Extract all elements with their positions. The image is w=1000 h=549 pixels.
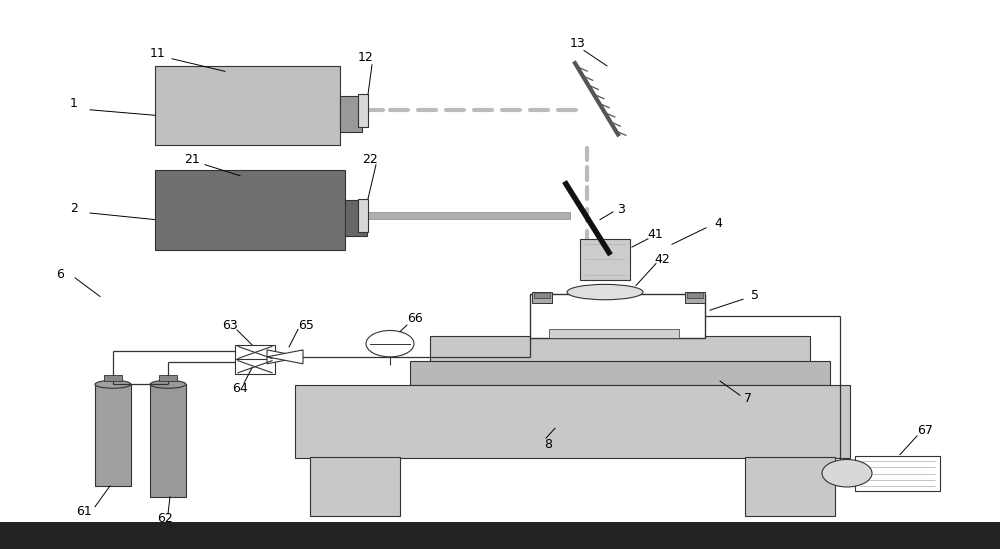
Text: 13: 13 (570, 37, 586, 51)
Text: 21: 21 (184, 153, 200, 166)
Circle shape (822, 460, 872, 487)
Bar (104, 376, 122, 382)
Bar (530, 294, 705, 338)
Text: 2: 2 (70, 202, 78, 215)
Text: 5: 5 (751, 289, 759, 302)
Bar (155, 66, 340, 145)
Ellipse shape (567, 284, 643, 300)
Bar (687, 293, 703, 298)
Bar (150, 384, 186, 497)
Text: 65: 65 (298, 318, 314, 332)
Bar (310, 457, 400, 516)
Text: 1: 1 (70, 97, 78, 110)
Bar (410, 361, 830, 385)
Bar (362, 211, 570, 219)
Bar (0, 522, 1000, 549)
Text: 8: 8 (544, 438, 552, 451)
Text: 7: 7 (744, 391, 752, 405)
Text: 63: 63 (222, 318, 238, 332)
Bar (745, 457, 835, 516)
Bar (358, 199, 368, 232)
Bar (340, 96, 362, 132)
Bar (532, 292, 552, 303)
Text: 67: 67 (917, 424, 933, 438)
Bar (95, 384, 131, 486)
Bar (580, 239, 630, 280)
Text: 4: 4 (714, 217, 722, 230)
Bar (855, 456, 940, 491)
Bar (345, 200, 367, 236)
Bar (235, 345, 275, 360)
Ellipse shape (95, 380, 131, 388)
Bar (685, 292, 705, 303)
Bar (549, 329, 679, 338)
Text: 3: 3 (617, 203, 625, 216)
Text: 41: 41 (647, 228, 663, 242)
Bar (358, 94, 368, 127)
Bar (155, 170, 345, 250)
Bar (159, 376, 177, 382)
Polygon shape (267, 350, 303, 364)
Text: 64: 64 (232, 382, 248, 395)
Text: 11: 11 (150, 47, 166, 60)
Ellipse shape (150, 380, 186, 388)
Text: 12: 12 (358, 51, 374, 64)
Bar (534, 293, 550, 298)
Bar (235, 359, 275, 374)
Text: 61: 61 (76, 505, 92, 518)
Bar (430, 336, 810, 362)
Bar (295, 385, 850, 458)
Text: 22: 22 (362, 153, 378, 166)
Text: 66: 66 (407, 312, 423, 325)
Text: 42: 42 (654, 253, 670, 266)
Text: 62: 62 (157, 512, 173, 525)
Polygon shape (267, 350, 303, 364)
Text: 6: 6 (56, 268, 64, 281)
Circle shape (366, 330, 414, 357)
Polygon shape (595, 300, 615, 324)
